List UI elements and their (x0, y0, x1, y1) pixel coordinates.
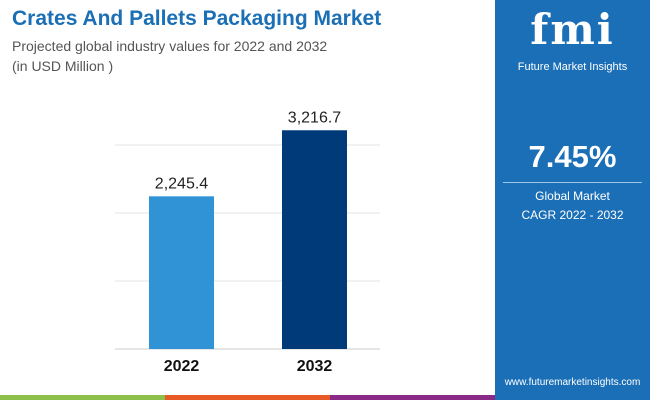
bar-chart: 2,245.4 2022 3,216.7 2032 (115, 109, 380, 375)
data-label: 3,216.7 (288, 109, 341, 126)
stripe-green (0, 395, 165, 400)
chart-title: Crates And Pallets Packaging Market (12, 7, 382, 30)
stripe-purple (330, 395, 495, 400)
data-label: 2,245.4 (155, 175, 208, 192)
cagr-period: CAGR 2022 - 2032 (521, 208, 624, 222)
chart-subtitle: Projected global industry values for 202… (12, 38, 328, 54)
x-tick-label: 2032 (297, 358, 333, 375)
brand-name: Future Market Insights (517, 61, 628, 73)
bar-2032 (282, 130, 347, 349)
divider (503, 182, 642, 183)
side-panel: fmi Future Market Insights 7.45% Global … (495, 0, 650, 400)
x-tick-label: 2022 (164, 358, 200, 375)
fmi-logo: fmi (530, 6, 615, 54)
cagr-value: 7.45% (528, 139, 617, 174)
chart-unit: (in USD Million ) (12, 58, 114, 74)
website-link[interactable]: www.futuremarketinsights.com (504, 377, 641, 388)
cagr-label: Global Market (535, 189, 610, 203)
stripe-orange (165, 395, 330, 400)
bar-2022 (149, 196, 214, 349)
